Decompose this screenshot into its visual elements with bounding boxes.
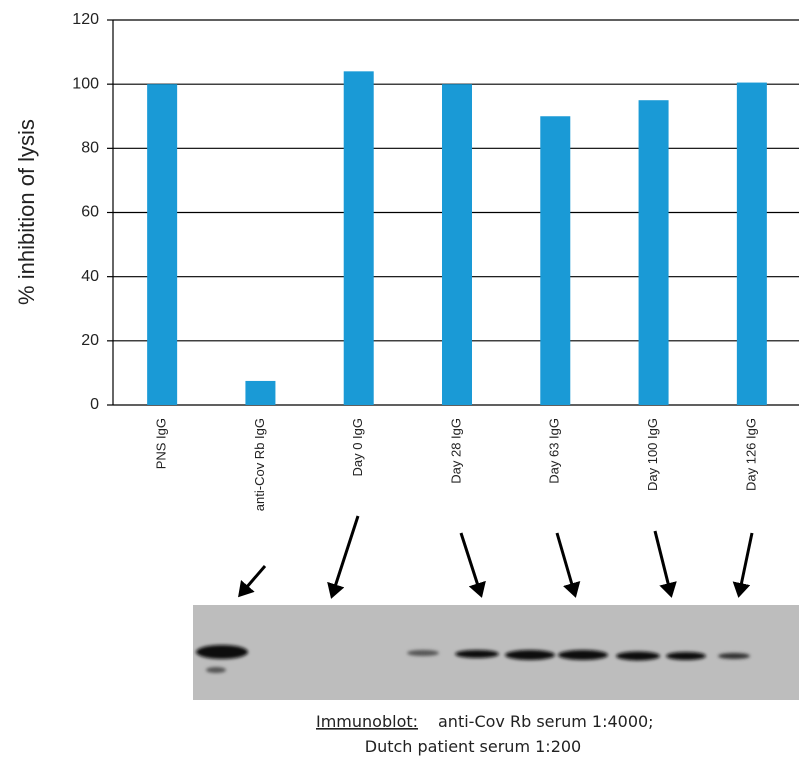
immunoblot — [193, 605, 799, 700]
caption-line: Dutch patient serum 1:200 — [365, 737, 581, 756]
blot-band — [616, 652, 660, 661]
bar — [639, 100, 669, 405]
y-tick-label: 80 — [81, 140, 99, 157]
y-tick-label: 60 — [81, 204, 99, 221]
arrow — [557, 533, 575, 595]
bar — [344, 71, 374, 405]
bar — [442, 84, 472, 405]
blot-band — [558, 650, 608, 660]
blot-band — [666, 652, 706, 660]
y-tick-label: 20 — [81, 332, 99, 349]
y-tick-label: 120 — [72, 11, 99, 28]
caption-line: anti-Cov Rb serum 1:4000; — [438, 712, 654, 731]
bar — [147, 84, 177, 405]
arrow — [655, 531, 671, 595]
arrow — [461, 533, 481, 595]
blot-band — [196, 645, 248, 659]
blot-band — [718, 653, 750, 659]
y-axis-label: % inhibition of lysis — [14, 119, 39, 305]
x-tick-label: Day 126 IgG — [743, 418, 758, 491]
bar — [245, 381, 275, 405]
blot-band — [206, 667, 226, 673]
x-tick-label: Day 28 IgG — [448, 418, 463, 484]
arrow — [739, 533, 752, 595]
x-tick-label: Day 100 IgG — [645, 418, 660, 491]
bar — [540, 116, 570, 405]
x-tick-label: Day 0 IgG — [350, 418, 365, 477]
bar — [737, 83, 767, 405]
blot-band — [505, 650, 555, 660]
x-tick-label: Day 63 IgG — [547, 418, 562, 484]
arrows — [240, 516, 752, 596]
blot-band — [407, 650, 439, 656]
blot-band — [455, 650, 499, 658]
y-tick-label: 100 — [72, 75, 99, 92]
chart: 0 20 40 60 80 100 120 PNS IgG anti-Cov Rb IgG Day… — [72, 11, 799, 511]
x-tick-label: PNS IgG — [154, 418, 169, 469]
y-tick-label: 0 — [90, 396, 99, 413]
arrow — [332, 516, 358, 596]
figure: 0 20 40 60 80 100 120 PNS IgG anti-Cov Rb IgG Day… — [0, 0, 799, 768]
arrow — [240, 566, 265, 595]
x-tick-label: anti-Cov Rb IgG — [252, 418, 267, 511]
y-tick-label: 40 — [81, 268, 99, 285]
caption-label: Immunoblot: — [316, 712, 418, 731]
